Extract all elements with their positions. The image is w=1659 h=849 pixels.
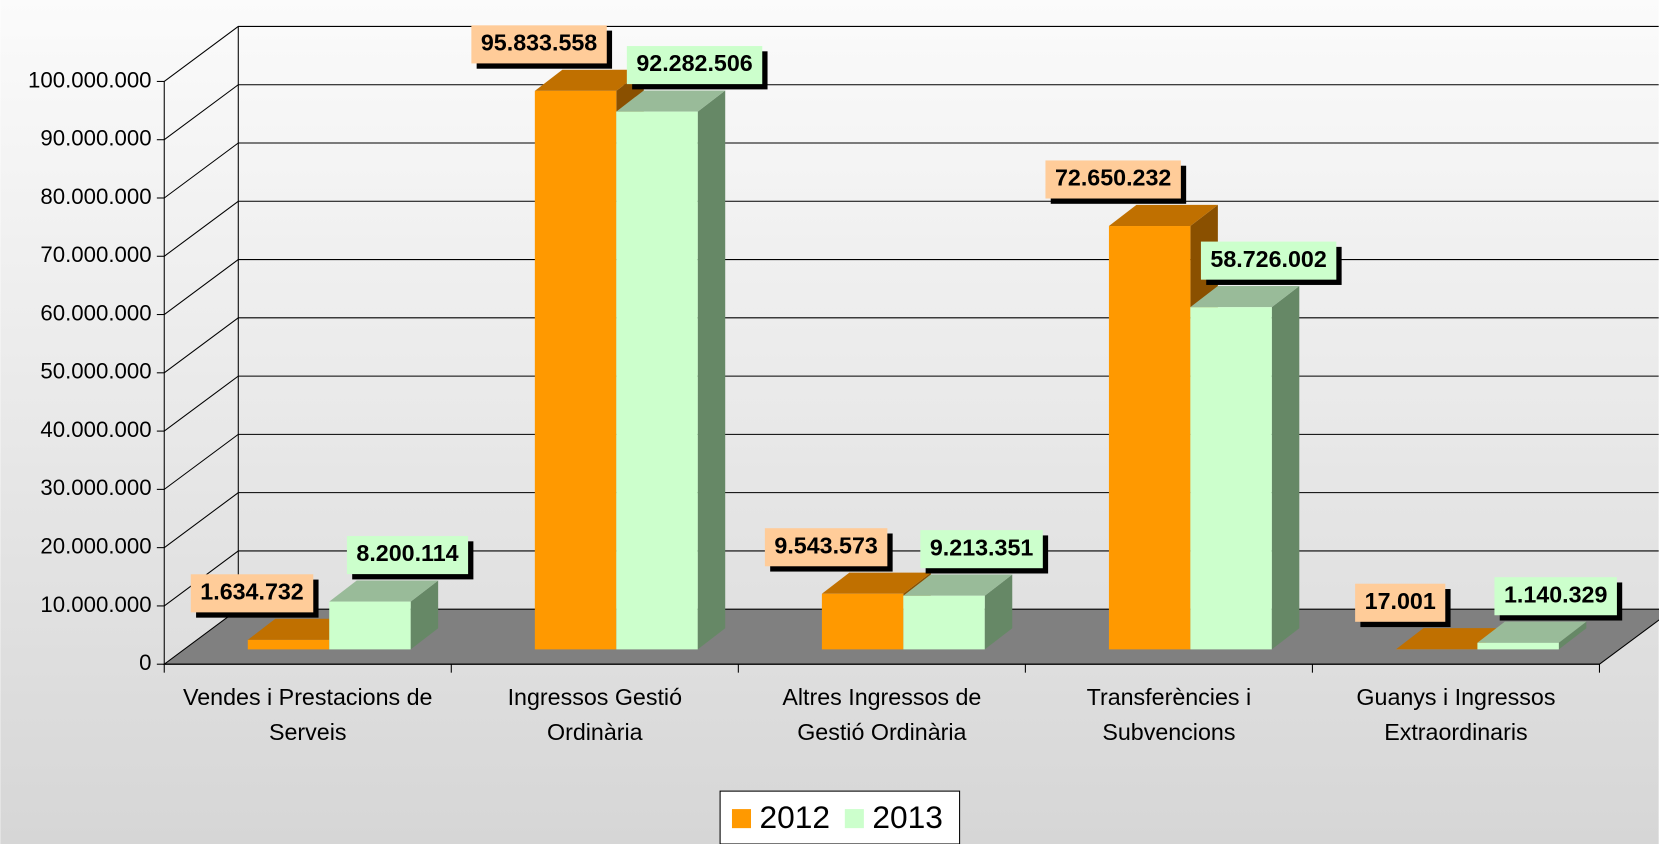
bar (822, 594, 903, 650)
bar-side (698, 90, 725, 649)
data-label-text: 1.140.329 (1504, 581, 1608, 607)
legend-swatch (845, 809, 864, 828)
data-label: 1.634.732 (200, 578, 303, 604)
data-label-text: 72.650.232 (1055, 165, 1171, 191)
y-tick-label: 10.000.000 (40, 592, 151, 617)
data-label-text: 92.282.506 (636, 50, 752, 76)
y-tick-label: 50.000.000 (40, 359, 151, 384)
legend-label: 2012 (759, 799, 830, 835)
legend: 2012 2013 (720, 791, 959, 844)
data-label: 9.543.573 (774, 532, 878, 558)
bar (616, 112, 697, 650)
data-label: 95.833.558 (481, 30, 597, 56)
y-tick-label: 70.000.000 (40, 242, 151, 267)
legend-swatch (732, 809, 751, 828)
data-label: 58.726.002 (1210, 246, 1326, 272)
data-label: 9.213.351 (930, 534, 1034, 560)
bar (1477, 643, 1558, 650)
data-label-text: 9.543.573 (774, 532, 878, 558)
data-label: 8.200.114 (356, 540, 458, 566)
bar (535, 91, 616, 649)
bar (1109, 226, 1190, 649)
y-tick-label: 30.000.000 (40, 475, 151, 500)
data-label: 17.001 (1365, 588, 1436, 614)
legend-label: 2013 (872, 799, 943, 835)
y-tick-label: 90.000.000 (40, 126, 151, 151)
y-tick-label: 40.000.000 (40, 417, 151, 442)
data-label-text: 58.726.002 (1210, 246, 1326, 272)
data-label-text: 9.213.351 (930, 534, 1034, 560)
bar (248, 640, 329, 650)
bar (329, 602, 410, 650)
data-label: 72.650.232 (1055, 165, 1171, 191)
bar (903, 596, 984, 650)
bar-side (1272, 286, 1299, 649)
data-label-text: 1.634.732 (200, 578, 303, 604)
y-tick-label: 0 (139, 650, 151, 675)
data-label-text: 17.001 (1365, 588, 1436, 614)
y-tick-label: 100.000.000 (28, 67, 151, 92)
data-label: 1.140.329 (1504, 581, 1608, 607)
y-tick-label: 60.000.000 (40, 300, 151, 325)
y-tick-label: 20.000.000 (40, 534, 151, 559)
data-label-text: 95.833.558 (481, 30, 597, 56)
data-label: 92.282.506 (636, 50, 752, 76)
bar (1190, 307, 1271, 649)
data-label-text: 8.200.114 (356, 540, 458, 566)
y-tick-label: 80.000.000 (40, 184, 151, 209)
